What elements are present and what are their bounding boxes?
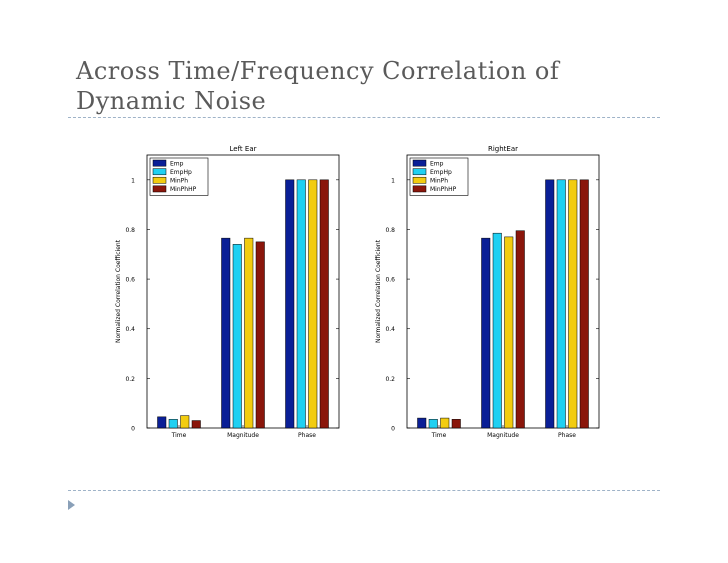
y-tick-label: 0.4 (125, 326, 135, 333)
y-axis-label: Normalized Correlation Coefficient (115, 239, 122, 343)
bar-minph-time (440, 417, 450, 429)
legend-label-minphhp: MinPhHP (430, 186, 457, 193)
bar-emphp-time (168, 419, 178, 429)
bar-minph-phase (308, 179, 318, 429)
y-tick-label: 1 (391, 177, 395, 184)
bar-minph-magnitude (504, 236, 514, 429)
bar-emp-phase (545, 179, 555, 429)
legend-label-emp: Emp (430, 160, 444, 167)
legend-label-emp: Emp (170, 160, 184, 167)
bar-emp-phase (285, 179, 295, 429)
legend-swatch-minph (152, 176, 167, 184)
legend-label-emphp: EmpHp (170, 169, 192, 176)
slide-title-line-1: Across Time/Frequency Correlation of (76, 57, 560, 85)
bullet-arrow-icon (68, 500, 75, 510)
y-tick-label: 0.4 (385, 326, 395, 333)
y-tick-label: 0.6 (385, 277, 395, 284)
legend-swatch-minphhp (412, 185, 427, 193)
legend-label-emphp: EmpHp (430, 169, 452, 176)
x-tick-label: Time (431, 432, 447, 439)
bar-minph-magnitude (244, 237, 254, 429)
bar-emphp-time (428, 419, 438, 429)
bar-emphp-magnitude (492, 232, 502, 429)
y-tick-label: 0.2 (385, 376, 395, 383)
legend-swatch-minphhp (152, 185, 167, 193)
bar-minphhp-phase (579, 179, 589, 429)
plot-frame (146, 154, 340, 429)
bar-emp-time (157, 416, 167, 429)
legend-swatch-emp (152, 159, 167, 167)
bar-minph-time (180, 415, 190, 429)
y-tick-label: 0.6 (125, 277, 135, 284)
top-divider (68, 117, 660, 118)
bar-minphhp-magnitude (515, 230, 525, 429)
bar-minphhp-time (191, 420, 201, 429)
right-ear-chart: RightEar 0 0.2 0.4 0.6 0.8 1 Normalized Correla… (375, 145, 600, 439)
x-tick-label: Phase (558, 432, 576, 439)
bar-emp-magnitude (221, 237, 231, 429)
slide-title-line-2: Dynamic Noise (76, 87, 267, 115)
legend-label-minph: MinPh (170, 178, 188, 185)
legend-label-minph: MinPh (430, 178, 448, 185)
x-tick-label: Phase (298, 432, 316, 439)
bar-minphhp-phase (319, 179, 329, 429)
chart-title: Left Ear (230, 145, 257, 153)
bar-emp-magnitude (481, 237, 491, 429)
bar-emphp-phase (296, 179, 306, 429)
y-tick-label: 0 (391, 426, 395, 433)
legend-swatch-emphp (152, 168, 167, 176)
x-tick-label: Magnitude (487, 432, 519, 439)
legend-label-minphhp: MinPhHP (170, 186, 197, 193)
y-axis-label: Normalized Correlation Coefficient (375, 239, 382, 343)
x-tick-label: Magnitude (227, 432, 259, 439)
bar-minphhp-time (451, 419, 461, 429)
y-tick-label: 0.8 (125, 227, 135, 234)
bar-minphhp-magnitude (255, 241, 265, 429)
x-tick-label: Time (171, 432, 187, 439)
slide-title: Across Time/Frequency Correlation of Dyn… (76, 56, 676, 116)
y-tick-label: 0 (131, 426, 135, 433)
bar-minph-phase (568, 179, 578, 429)
y-tick-label: 0.2 (125, 376, 135, 383)
bottom-divider (68, 490, 660, 491)
chart-title: RightEar (488, 145, 518, 153)
bar-emphp-phase (556, 179, 566, 429)
legend-swatch-emp (412, 159, 427, 167)
y-tick-label: 0.8 (385, 227, 395, 234)
bar-emphp-magnitude (232, 244, 242, 429)
bar-emp-time (417, 417, 427, 429)
legend-swatch-minph (412, 176, 427, 184)
left-ear-chart: Left Ear 0 0.2 0.4 0.6 0.8 1 Normalized Correla… (115, 145, 340, 439)
legend-swatch-emphp (412, 168, 427, 176)
y-tick-label: 1 (131, 177, 135, 184)
plot-frame (406, 154, 600, 429)
